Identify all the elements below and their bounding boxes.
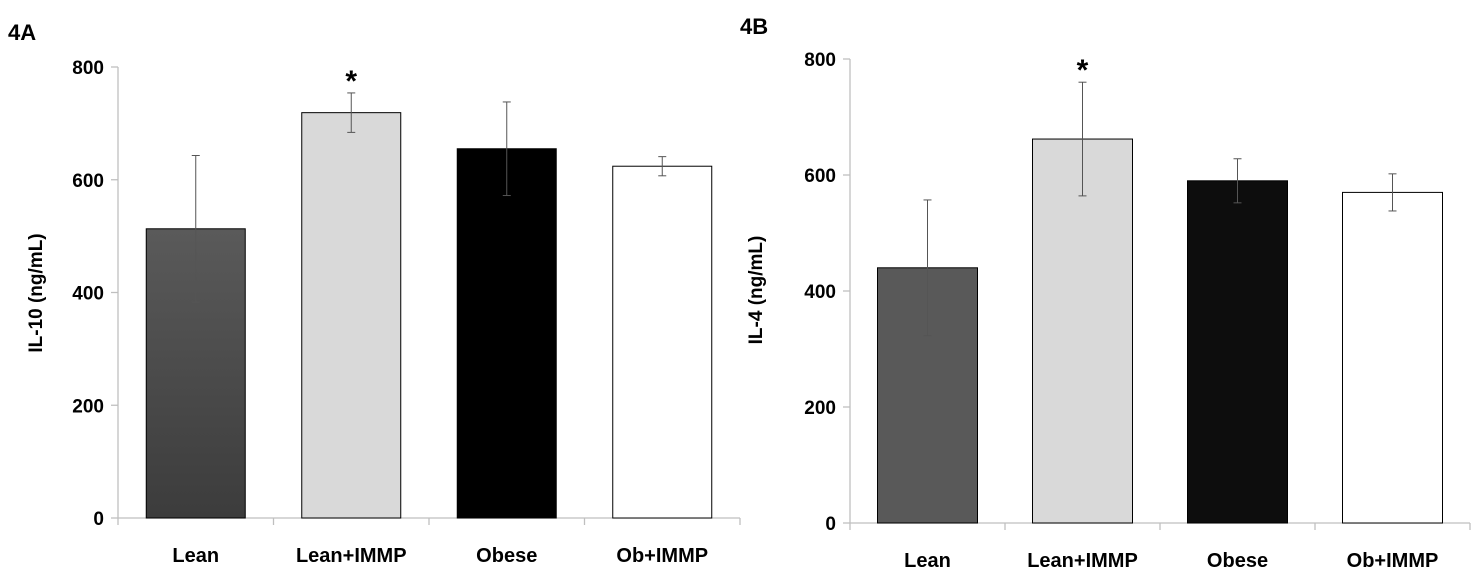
x-category-label: Lean (904, 550, 951, 572)
plot-area-a: 0 200 400 600 800 Lean * Lean+IMMP Obese Ob+IMMP (72, 58, 741, 567)
bar-lean-immp (1032, 138, 1133, 524)
bar-ob-immp (1342, 191, 1443, 524)
chart-panel-a: 4A IL-10 (ng/mL) 0 200 400 600 800 Lean * Lean+… (8, 20, 741, 567)
y-tick-label: 600 (72, 171, 104, 192)
chart-panel-b: 4B IL-4 (ng/mL) 0 200 400 600 800 Lean * Lean+I… (740, 14, 1471, 572)
bar-obese (456, 148, 557, 519)
x-category-label: Ob+IMMP (1347, 550, 1439, 572)
y-tick-label: 800 (804, 50, 836, 71)
significance-asterisk: * (1077, 54, 1089, 87)
x-category-label: Obese (476, 545, 537, 567)
y-tick-label: 600 (804, 166, 836, 187)
y-tick-label: 0 (93, 509, 104, 530)
bar-lean-immp (301, 112, 402, 519)
x-category-label: Lean+IMMP (1027, 550, 1138, 572)
x-category-label: Lean (172, 545, 219, 567)
bar-ob-immp (612, 165, 713, 519)
y-axis-title-b: IL-4 (ng/mL) (746, 236, 767, 345)
y-tick-label: 400 (804, 282, 836, 303)
x-category-label: Obese (1207, 550, 1268, 572)
y-tick-label: 200 (804, 398, 836, 419)
plot-area-b: 0 200 400 600 800 Lean * Lean+IMMP Obese Ob+IMMP (804, 50, 1471, 572)
y-tick-label: 400 (72, 284, 104, 305)
panel-label-b: 4B (740, 14, 768, 39)
y-tick-label: 200 (72, 396, 104, 417)
y-axis-title-a: IL-10 (ng/mL) (26, 233, 47, 352)
y-tick-label: 0 (825, 514, 836, 535)
x-category-label: Ob+IMMP (616, 545, 708, 567)
bar-obese (1187, 180, 1288, 524)
significance-asterisk: * (345, 65, 357, 98)
x-category-label: Lean+IMMP (296, 545, 407, 567)
y-tick-label: 800 (72, 58, 104, 79)
panel-label-a: 4A (8, 20, 36, 45)
